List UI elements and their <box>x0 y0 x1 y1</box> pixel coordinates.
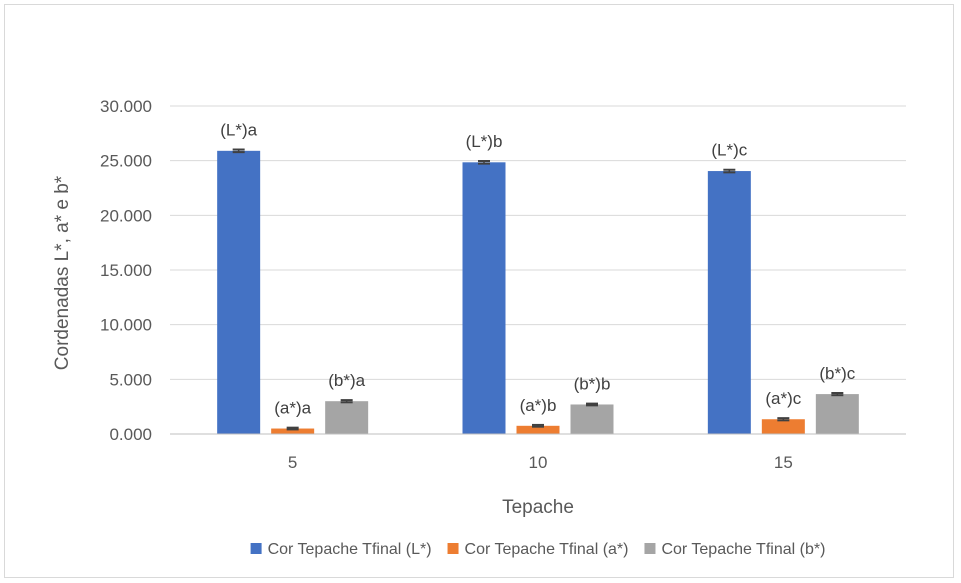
bar <box>217 150 261 434</box>
bar <box>761 419 805 434</box>
x-tick-label: 10 <box>529 453 548 472</box>
data-label: (L*)a <box>220 121 257 140</box>
y-tick-label: 30.000 <box>100 97 152 116</box>
legend-swatch <box>250 543 262 554</box>
bar <box>462 162 506 434</box>
bar <box>325 401 369 434</box>
legend-label: Cor Tepache Tfinal (a*) <box>465 541 629 558</box>
bar <box>570 404 614 434</box>
data-label: (L*)c <box>711 141 747 160</box>
x-axis-title: Tepache <box>502 497 574 518</box>
y-tick-label: 5.000 <box>109 370 152 389</box>
data-labels: (L*)a (a*)a (b*)a (L*)b (a*)b (b*)b (L*)c (a*)c… <box>220 121 856 418</box>
axes: 0.000 5.000 10.000 15.000 20.000 25.000 30.000… <box>100 97 906 472</box>
legend-label: Cor Tepache Tfinal (L*) <box>268 541 432 558</box>
gridlines <box>170 105 906 380</box>
data-label: (b*)c <box>819 364 855 383</box>
y-axis-title: Cordenadas L*, a* e b* <box>52 175 73 370</box>
bar <box>271 428 315 434</box>
data-label: (L*)b <box>466 132 503 151</box>
y-tick-label: 0.000 <box>109 425 152 444</box>
y-tick-label: 10.000 <box>100 316 152 335</box>
y-tick-label: 15.000 <box>100 261 152 280</box>
bars <box>217 148 859 434</box>
data-label: (a*)a <box>274 399 311 418</box>
y-tick-label: 20.000 <box>100 206 152 225</box>
data-label: (a*)c <box>765 389 801 408</box>
legend-item: Cor Tepache Tfinal (a*) <box>447 541 629 558</box>
bar <box>815 394 859 434</box>
data-label: (b*)b <box>574 375 611 394</box>
legend-item: Cor Tepache Tfinal (L*) <box>250 541 432 558</box>
data-label: (b*)a <box>328 371 365 390</box>
legend-item: Cor Tepache Tfinal (b*) <box>644 541 825 558</box>
legend-swatch <box>447 543 459 554</box>
legend-label: Cor Tepache Tfinal (b*) <box>661 541 825 558</box>
data-label: (a*)b <box>520 396 557 415</box>
bar <box>516 425 560 434</box>
y-tick-label: 25.000 <box>100 152 152 171</box>
legend: Cor Tepache Tfinal (L*) Cor Tepache Tfina… <box>250 541 825 558</box>
x-tick-label: 15 <box>774 453 793 472</box>
bar <box>707 171 751 434</box>
legend-swatch <box>644 543 656 554</box>
x-tick-label: 5 <box>288 453 297 472</box>
